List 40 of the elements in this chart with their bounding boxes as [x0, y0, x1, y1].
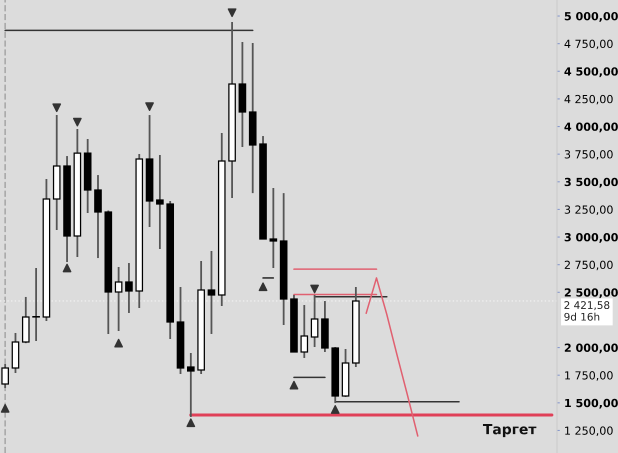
point	[310, 284, 319, 294]
y-tick-label: 4 000,00	[564, 122, 618, 132]
point	[145, 102, 154, 112]
point	[330, 405, 340, 414]
y-tick-label: 3 500,00	[564, 178, 618, 188]
y-tick-label: 3 750,00	[564, 150, 613, 160]
y-tick-label: 4 250,00	[564, 94, 613, 104]
y-tick-label: 5 000,00	[564, 12, 618, 22]
y-tick-label: 1 500,00	[565, 398, 618, 409]
y-tick-label: 3 000,00	[564, 233, 618, 243]
annotation: Таргет	[482, 424, 536, 438]
point	[62, 264, 72, 272]
candlestick	[1, 363, 9, 389]
candlestick	[270, 187, 278, 269]
y-tick-label: 2 750,00	[564, 260, 613, 270]
candlestick	[125, 262, 133, 314]
point	[258, 282, 268, 292]
y-tick-label: 2 500,00	[564, 288, 618, 298]
candlestick	[208, 250, 216, 335]
candlestick	[300, 304, 308, 359]
candlestick	[310, 294, 318, 348]
y-tick-label: 2 000,00	[564, 344, 618, 354]
candlestick	[32, 267, 40, 342]
point	[72, 118, 82, 126]
candlestick	[156, 154, 164, 250]
y-tick-label: 3 250,00	[564, 205, 613, 215]
point	[186, 418, 196, 428]
y-tick-label: 1 750,00	[565, 371, 613, 381]
point	[228, 8, 236, 18]
point	[52, 103, 62, 112]
candlestick	[187, 352, 195, 418]
candlestick	[114, 266, 122, 332]
point	[114, 338, 123, 348]
y-tick-label: 1 250,00	[565, 426, 613, 436]
point	[290, 380, 298, 390]
point	[0, 404, 10, 413]
candlestick	[94, 174, 102, 259]
y-tick-label: 4 500,00	[564, 67, 618, 78]
ref-line-label: 2 421,58 9d 16h	[564, 301, 610, 321]
y-tick-label: 4 750,00	[564, 40, 613, 50]
